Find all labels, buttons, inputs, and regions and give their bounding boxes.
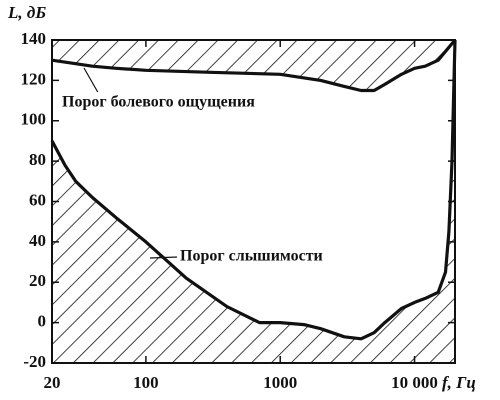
hatched-area xyxy=(52,40,455,91)
annotation-background xyxy=(177,246,314,268)
x-tick-label: 20 xyxy=(44,373,61,392)
x-tick-label: 100 xyxy=(133,373,159,392)
x-axis-label: f, Гц xyxy=(442,373,476,392)
leader-line xyxy=(83,67,101,97)
curve xyxy=(50,39,457,341)
y-tick-label: 120 xyxy=(21,69,47,88)
y-tick-label: 60 xyxy=(29,190,46,209)
y-tick-label: 100 xyxy=(21,110,47,129)
hatched-area xyxy=(52,40,455,363)
areas xyxy=(52,40,455,363)
annotation: Порог слышимости xyxy=(180,248,323,265)
y-axis-label: L, дБ xyxy=(7,3,46,22)
annotation: Порог болевого ощущения xyxy=(62,94,255,111)
x-tick-label: 1000 xyxy=(263,373,297,392)
y-tick-label: -20 xyxy=(23,352,46,371)
y-tick-label: 0 xyxy=(38,312,47,331)
annotation-background xyxy=(59,92,255,114)
y-tick-label: 140 xyxy=(21,29,47,48)
x-tick-label: 10 000 xyxy=(391,373,438,392)
y-tick-label: 80 xyxy=(29,150,46,169)
curve xyxy=(51,38,457,93)
y-tick-label: 40 xyxy=(29,231,46,250)
y-tick-label: 20 xyxy=(29,271,46,290)
